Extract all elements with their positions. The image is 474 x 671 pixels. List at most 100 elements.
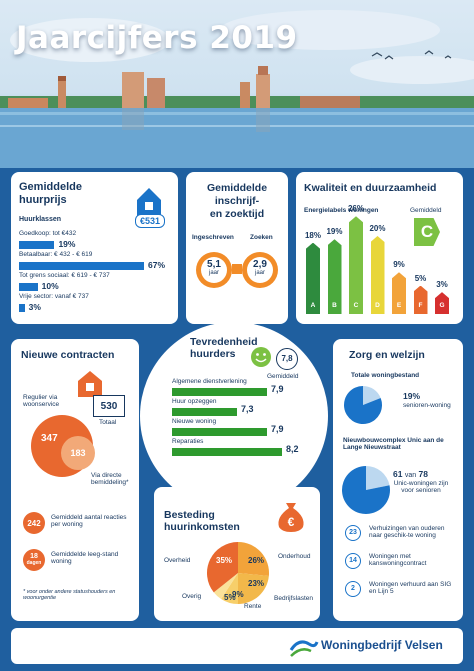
besteding-pct: 5% [224, 593, 236, 602]
unic-count-a: 61 [393, 469, 403, 479]
direct-label: Via directe bemiddeling* [91, 472, 129, 486]
smiley-icon [251, 347, 271, 367]
direct-value: 183 [70, 448, 86, 458]
huurprijs-title-line2: huurprijs [19, 194, 67, 206]
besteding-pct: 23% [248, 579, 265, 588]
tevreden-row-label: Reparaties [172, 438, 204, 445]
zorg-item-number: 14 [345, 553, 361, 569]
huurklasse-bar [19, 241, 55, 249]
zorg-item-number: 2 [345, 581, 361, 597]
energielabel-pct: 3% [436, 280, 448, 290]
regulier-label: Regulier via woonservice [23, 394, 60, 408]
zorg-item-label: Woningen met kanswoningcontract [369, 553, 427, 567]
besteding-label: Onderhoud [278, 553, 311, 560]
besteding-pct: 35% [216, 556, 233, 565]
kwaliteit-title: Kwaliteit en duurzaamheid [304, 182, 437, 194]
besteding-label: Overheid [164, 557, 191, 564]
avg-label-badge: C [414, 218, 440, 246]
reacties-circle: 242 [23, 512, 45, 534]
huurklassen-label: Huurklassen [19, 216, 62, 223]
woningbestand-label: Totale woningbestand [351, 372, 420, 379]
energielabel-letter: E [396, 302, 402, 309]
card-contracten: Nieuwe contracten Regulier via woonservi… [11, 339, 139, 621]
zoektijd-title: Gemiddelde inschrijf- en zoektijd [186, 182, 288, 221]
tevreden-row-value: 8,2 [286, 444, 299, 454]
unic-count: 61 van 78 [393, 469, 428, 479]
energielabel-letter: A [310, 302, 316, 309]
total-box: 530 [93, 395, 125, 417]
page-title: Jaarcijfers 2019 [16, 20, 298, 56]
energielabel-letter: D [375, 302, 380, 309]
wave-logo-icon [289, 640, 319, 657]
besteding-title-line1: Besteding [164, 509, 215, 521]
tevreden-row-value: 7,9 [271, 424, 284, 434]
pie-slice [363, 386, 381, 405]
leegstand-circle: 18 dagen [23, 549, 45, 571]
energielabel-bar [306, 242, 320, 314]
hero-illustration: Jaarcijfers 2019 [0, 0, 474, 168]
unic-pie [342, 466, 390, 514]
ingeschreven-number: 5,1 [207, 259, 221, 270]
huurklasse-pct: 67% [148, 260, 166, 270]
pie-slice [344, 386, 382, 424]
huurklasse-bar [19, 262, 144, 270]
energielabel-pct: 9% [393, 260, 405, 270]
leegstand-unit: dagen [26, 560, 42, 566]
card-zorg: Zorg en welzijn Totale woningbestand 19%… [333, 339, 463, 621]
skyline-illustration [0, 10, 474, 168]
card-tevredenheid: Tevredenheid huurders 7,8 Gemiddeld Alge… [140, 322, 328, 510]
huurklasse-label: Betaalbaar: € 432 - € 619 [19, 251, 93, 258]
tevreden-row-value: 7,3 [241, 404, 254, 414]
huurklasse-pct: 10% [41, 281, 59, 291]
huurprijs-badge: €531 [135, 214, 166, 228]
pie-slice [213, 573, 238, 599]
reacties-label: Gemiddeld aantal reacties per woning [51, 514, 127, 528]
senioren-label: senioren-woning [403, 402, 451, 409]
senioren-pie [344, 386, 382, 424]
energielabels-label: Energielabels woningen [304, 207, 379, 214]
pie-slice [221, 573, 238, 604]
pie-slice [342, 466, 390, 514]
svg-text:€: € [288, 515, 295, 529]
zorg-item-label: Woningen verhuurd aan SIG en Lijn 5 [369, 581, 452, 595]
leegstand-value: 18 [30, 553, 38, 560]
energielabel-letter: F [418, 302, 423, 309]
contracten-footnote: * voor onder andere statushouders en woo… [23, 589, 116, 601]
gemiddeld-label: Gemiddeld [410, 207, 442, 214]
energielabel-letter: B [332, 302, 337, 309]
besteding-label: Bedrijfslasten [274, 595, 314, 602]
tevreden-title-line1: Tevredenheid [190, 336, 258, 348]
tevreden-row-bar [172, 388, 267, 396]
energielabel-bar [370, 236, 385, 314]
footer-bar: Woningbedrijf Velsen [11, 628, 463, 664]
energielabel-pct: 19% [326, 227, 343, 237]
huurklasse-bar [19, 304, 25, 312]
unic-text: Unic-woningen zijn voor senioren [393, 480, 449, 494]
regulier-value: 347 [41, 433, 58, 444]
unic-count-b: 78 [418, 469, 428, 479]
tevreden-title-line2: huurders [190, 348, 236, 360]
unic-van: van [404, 472, 417, 479]
energielabel-bar [413, 285, 428, 314]
unic-label: Nieuwbouwcomplex Unic aan de Lange Nieuw… [343, 437, 444, 451]
besteding-title-line2: huurinkomsten [164, 521, 240, 533]
huurprijs-title: Gemiddelde huurprijs [19, 181, 82, 207]
money-bag-icon: € [278, 503, 304, 532]
besteding-title: Besteding huurinkomsten [164, 509, 240, 533]
zoektijd-title-line3: en zoektijd [209, 208, 265, 220]
energielabel-letter: C [353, 302, 359, 309]
totaal-label: Totaal [99, 419, 117, 426]
pie-slice [207, 542, 238, 593]
huurklasse-label: Tot grens sociaal: € 619 - € 737 [19, 272, 110, 279]
zoeken-label: Zoeken [250, 234, 273, 241]
tevreden-row-bar [172, 448, 282, 456]
energielabel-bar [327, 239, 342, 314]
direct-circle: 183 [61, 436, 95, 470]
pie-slice [238, 573, 269, 604]
ingeschreven-label: Ingeschreven [192, 234, 234, 241]
besteding-pct: 9% [232, 590, 244, 599]
ingeschreven-value: 5,1 jaar [201, 259, 227, 276]
huurprijs-title-line1: Gemiddelde [19, 181, 82, 193]
pie-slice [366, 466, 390, 490]
zoeken-value: 2,9 jaar [247, 259, 273, 276]
